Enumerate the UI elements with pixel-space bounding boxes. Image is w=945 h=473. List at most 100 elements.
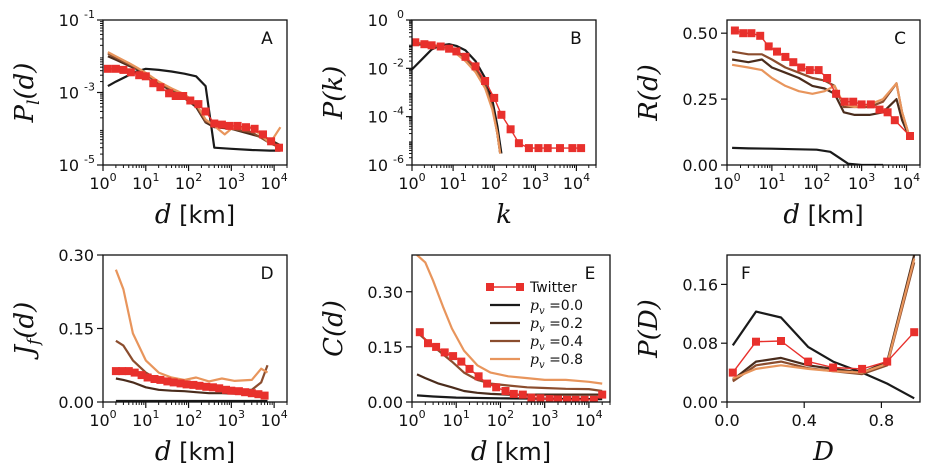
panel-letter: E (585, 264, 596, 284)
legend-entry-pv0: pv =0.0 (490, 298, 583, 317)
data-point-twitter (440, 348, 449, 357)
data-point-twitter (556, 144, 564, 153)
data-point-twitter (481, 77, 490, 85)
data-point-twitter (259, 130, 267, 139)
y-axis-label: R(d) (634, 64, 664, 122)
data-point-twitter (474, 372, 483, 381)
series-line-pv04 (412, 42, 502, 154)
y-axis-label: Jf(d) (10, 302, 44, 361)
data-point-twitter (254, 390, 263, 399)
panel-letter: A (261, 29, 273, 49)
data-point-twitter (215, 384, 224, 393)
x-tick-label: 101 (443, 408, 470, 430)
data-point-twitter (449, 352, 458, 361)
data-point-twitter (130, 368, 139, 377)
legend-entry-twitter: Twitter (486, 280, 577, 296)
series-twitter-panel-d (111, 367, 269, 400)
data-point-twitter (242, 123, 250, 132)
axes-frame (726, 19, 921, 166)
panel-f: 0.0 0.4 0.8 0.00 0.08 0.16 D P(D) F (634, 254, 921, 467)
data-point-twitter (201, 107, 210, 116)
series-pv0-panel-c (732, 146, 883, 165)
y-tick-label: 0.08 (682, 334, 718, 353)
data-point-twitter (829, 363, 838, 372)
data-point-twitter (260, 391, 269, 400)
data-point-twitter (217, 120, 226, 129)
series-line-pv08 (114, 269, 269, 383)
series-twitter-panel-f (728, 328, 919, 377)
x-tick-label: 0.0 (714, 411, 739, 430)
legend-marker (486, 283, 494, 291)
x-tick-label: 102 (481, 171, 508, 193)
x-tick-label: 104 (260, 171, 287, 193)
data-point-twitter (275, 143, 283, 152)
data-point-twitter (804, 357, 813, 366)
x-tick-label: 102 (175, 408, 202, 430)
x-tick-label: 102 (487, 408, 514, 430)
panel-e: 100 101 102 103 104 0.00 0.15 0.30 d [km] C(d) E (319, 254, 611, 467)
x-tick-label: 100 (89, 171, 116, 193)
series-line-pv02 (412, 43, 502, 154)
y-tick-label: 0.25 (682, 90, 718, 109)
data-point-twitter (730, 26, 739, 35)
data-point-twitter (420, 40, 429, 49)
data-point-twitter (857, 100, 866, 109)
data-point-twitter (202, 382, 211, 391)
data-point-twitter (858, 364, 867, 373)
data-point-twitter (111, 64, 120, 73)
data-point-twitter (118, 367, 127, 376)
x-tick-label: 101 (758, 171, 785, 193)
y-tick-label: 0.50 (682, 24, 718, 43)
series-line-pv08 (416, 255, 603, 385)
data-point-twitter (728, 368, 737, 377)
legend-label: pv =0.8 (530, 352, 583, 371)
series-twitter-panel-b (412, 38, 586, 153)
data-point-twitter (492, 383, 501, 392)
data-point-twitter (490, 93, 499, 102)
data-point-twitter (866, 100, 875, 109)
data-point-twitter (747, 29, 756, 38)
x-tick-label: 100 (89, 408, 116, 430)
x-tick-label: 100 (398, 171, 425, 193)
data-point-twitter (910, 328, 919, 337)
data-point-twitter (189, 380, 198, 389)
x-tick-label: 102 (803, 171, 830, 193)
legend-entry-pv04: pv =0.4 (490, 334, 583, 353)
data-point-twitter (764, 42, 773, 51)
y-tick-label: 0.00 (367, 393, 403, 412)
legend-label: pv =0.0 (530, 298, 583, 317)
legend-label: Twitter (529, 280, 577, 296)
data-point-twitter (149, 79, 158, 88)
panel-c: 100 101 102 103 104 0.00 0.25 0.50 d [km] R(d) C (634, 19, 921, 230)
panel-letter: F (741, 264, 751, 284)
series-pv04-panel-b (412, 42, 502, 154)
data-point-twitter (250, 124, 259, 133)
series-pv08-panel-e (416, 255, 603, 385)
data-point-twitter (176, 379, 185, 388)
panel-letter: B (570, 29, 582, 49)
data-point-twitter (518, 390, 527, 399)
y-axis-label: P(k) (319, 66, 349, 121)
data-point-twitter (150, 375, 159, 383)
series-pv02-panel-c (731, 58, 912, 140)
data-point-twitter (412, 38, 420, 47)
series-line-twitter (419, 331, 603, 401)
y-tick-label: 0.15 (58, 320, 94, 339)
data-point-twitter (461, 52, 470, 61)
data-point-twitter (739, 29, 748, 38)
y-tick-label: 0.16 (682, 275, 718, 294)
data-point-twitter (415, 328, 424, 337)
series-line-pv08 (732, 258, 916, 380)
data-point-twitter (424, 339, 432, 348)
data-point-twitter (589, 395, 598, 402)
data-point-twitter (247, 389, 256, 398)
x-tick-label: 0.8 (869, 411, 894, 430)
data-point-twitter (457, 357, 466, 366)
series-twitter-panel-c (730, 26, 914, 140)
legend-label: pv =0.4 (530, 334, 583, 353)
axes-frame (411, 254, 611, 403)
data-point-twitter (452, 47, 461, 56)
data-point-twitter (506, 125, 515, 134)
x-tick-label: 104 (575, 408, 602, 430)
